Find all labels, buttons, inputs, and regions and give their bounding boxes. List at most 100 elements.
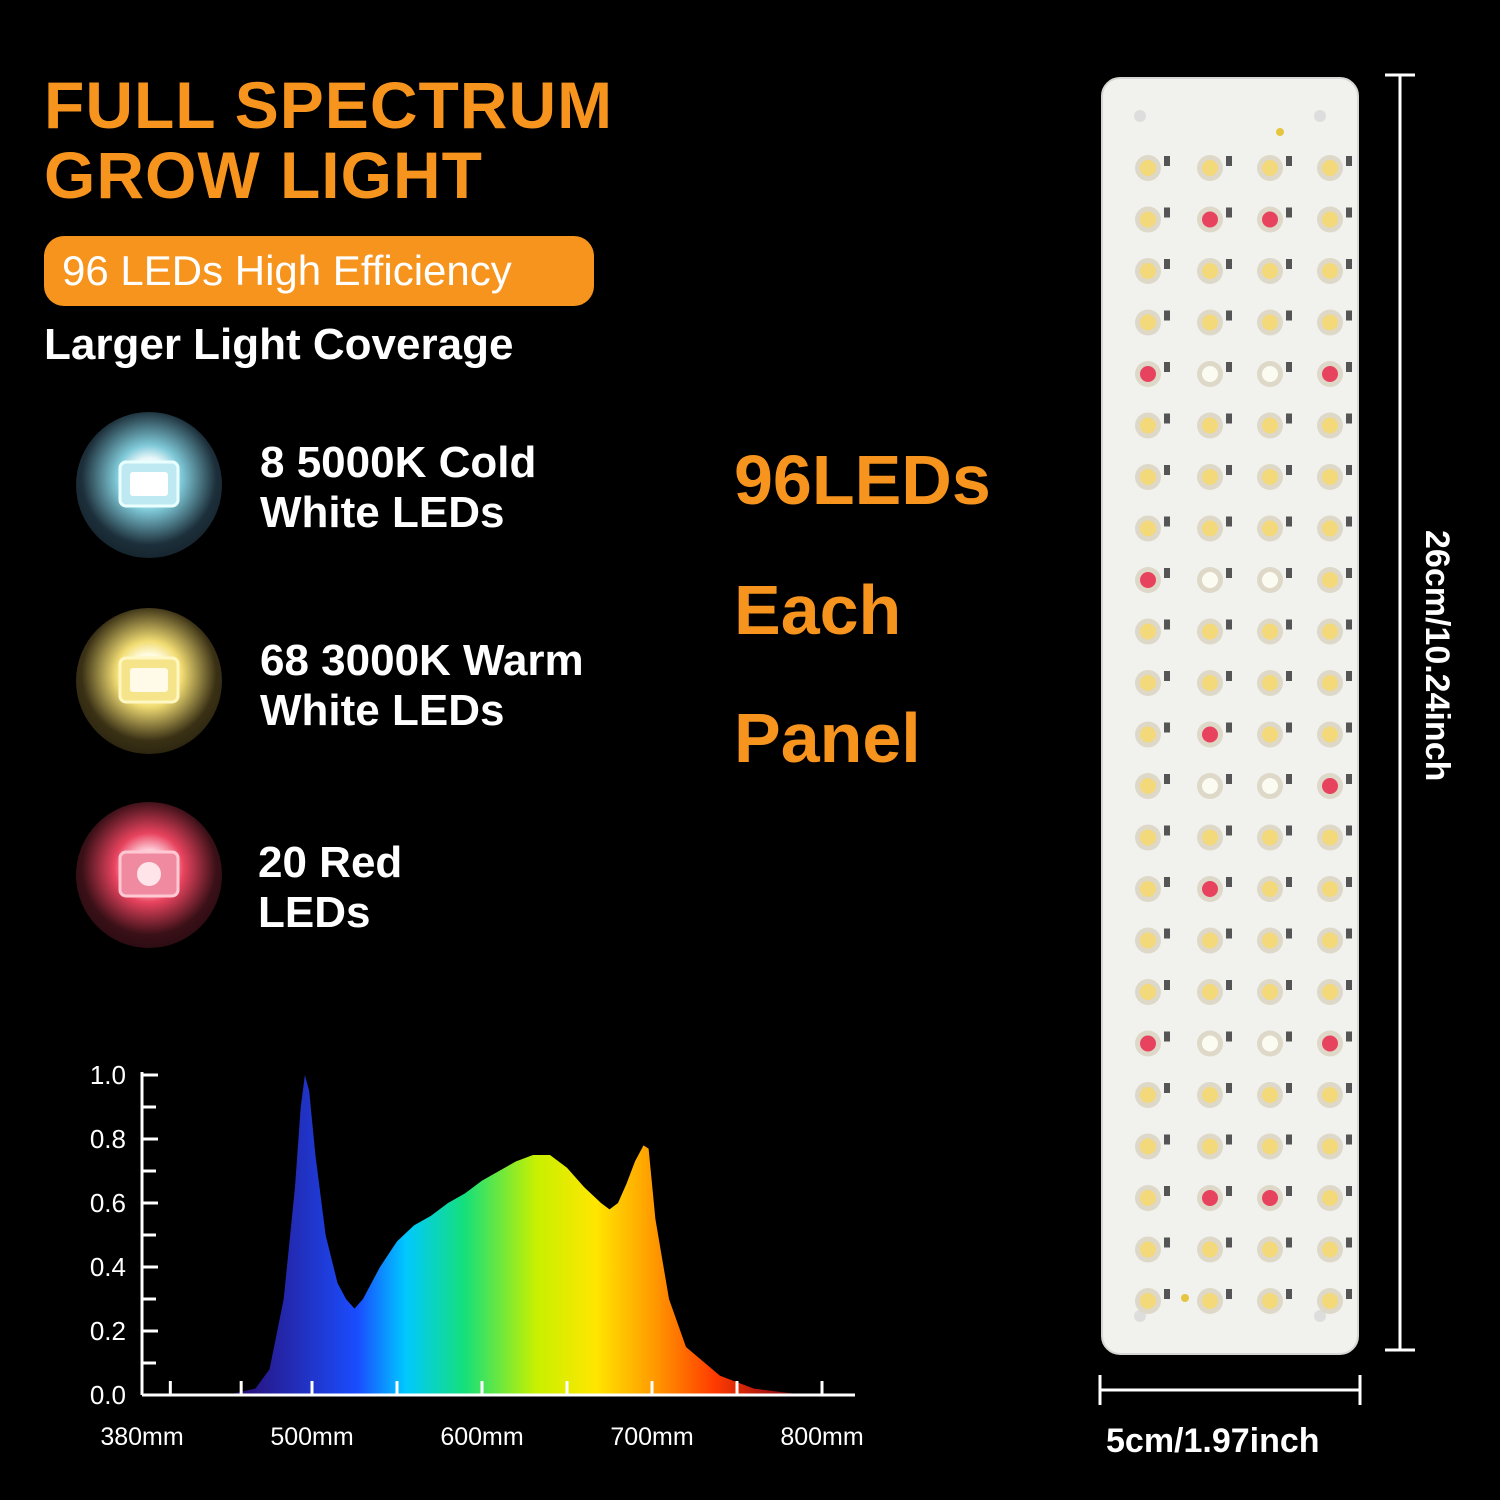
- panel-led: [1197, 515, 1232, 542]
- panel-led: [1317, 1288, 1352, 1314]
- panel-led: [1197, 927, 1232, 954]
- panel-led: [1257, 206, 1292, 233]
- panel-led: [1257, 258, 1292, 284]
- panel-led: [1197, 258, 1232, 284]
- panel-led: [1197, 309, 1232, 336]
- panel-led: [1135, 1236, 1170, 1263]
- panel-led: [1197, 979, 1232, 1005]
- panel-led: [1257, 412, 1292, 439]
- panel-led: [1257, 361, 1292, 387]
- efficiency-badge: 96 LEDs High Efficiency: [44, 236, 594, 306]
- panel-led: [1197, 876, 1232, 902]
- y-tick-label: 0.8: [90, 1124, 126, 1154]
- panel-led: [1135, 515, 1170, 542]
- x-tick-label: 380mm: [100, 1423, 183, 1451]
- panel-led: [1317, 773, 1352, 799]
- panel-led: [1317, 412, 1352, 439]
- panel-led: [1135, 412, 1170, 439]
- panel-led: [1197, 567, 1232, 593]
- x-tick-label: 500mm: [270, 1423, 353, 1451]
- red-chip-icon: [76, 802, 222, 948]
- panel-led: [1317, 824, 1352, 851]
- panel-led: [1257, 1030, 1292, 1057]
- x-tick-label: 800mm: [780, 1423, 863, 1451]
- panel-led: [1135, 1288, 1170, 1314]
- panel-led: [1197, 1133, 1232, 1160]
- panel-led: [1317, 1236, 1352, 1263]
- spectrum-area: [227, 1075, 822, 1395]
- panel-led: [1135, 155, 1170, 181]
- panel-led: [1135, 464, 1170, 490]
- y-tick-label: 0.6: [90, 1188, 126, 1218]
- title-line-2: GROW LIGHT: [44, 138, 483, 212]
- spectrum-chart: 0.0 0.2 0.4 0.6 0.8 1.0 380mm 500mm 600mm 700mm 8…: [90, 1060, 864, 1451]
- panel-led: [1317, 309, 1352, 336]
- y-tick-label: 0.4: [90, 1252, 126, 1282]
- panel-led: [1317, 258, 1352, 284]
- height-dimension-label: 26cm/10.24inch: [1418, 530, 1456, 782]
- panel-led: [1317, 1185, 1352, 1211]
- panel-led: [1135, 309, 1170, 336]
- panel-led: [1135, 824, 1170, 851]
- coverage-subtitle: Larger Light Coverage: [44, 320, 514, 369]
- panel-led: [1317, 876, 1352, 902]
- panel-led: [1135, 1030, 1170, 1057]
- panel-led: [1317, 155, 1352, 181]
- title-line-1: FULL SPECTRUM: [44, 68, 614, 142]
- x-tick-label: 700mm: [610, 1423, 693, 1451]
- panel-led: [1197, 1082, 1232, 1108]
- panel-led: [1135, 618, 1170, 645]
- panel-led: [1197, 464, 1232, 490]
- panel-led: [1135, 927, 1170, 954]
- panel-led: [1135, 361, 1170, 387]
- panel-led: [1135, 206, 1170, 233]
- panel-caption-leds: 96LEDs: [734, 441, 991, 519]
- panel-led: [1257, 979, 1292, 1005]
- main-title: FULL SPECTRUM GROW LIGHT: [44, 70, 613, 210]
- panel-led: [1317, 1133, 1352, 1160]
- panel-led: [1135, 258, 1170, 284]
- panel-led: [1197, 721, 1232, 748]
- panel-led: [1317, 361, 1352, 387]
- panel-led: [1317, 1082, 1352, 1108]
- panel-led: [1197, 206, 1232, 233]
- red-led-label: 20 Red LEDs: [258, 838, 403, 937]
- panel-led: [1257, 618, 1292, 645]
- panel-led: [1257, 309, 1292, 336]
- panel-led: [1197, 1030, 1232, 1057]
- panel-led: [1317, 464, 1352, 490]
- panel-led: [1257, 567, 1292, 593]
- panel-led: [1257, 773, 1292, 799]
- panel-caption-each: Each: [734, 571, 902, 649]
- y-tick-label: 0.0: [90, 1380, 126, 1410]
- panel-led: [1257, 876, 1292, 902]
- panel-led: [1257, 464, 1292, 490]
- panel-caption-panel: Panel: [734, 699, 921, 777]
- panel-led: [1197, 773, 1232, 799]
- panel-led: [1135, 876, 1170, 902]
- panel-led: [1257, 1236, 1292, 1263]
- panel-led: [1257, 927, 1292, 954]
- panel-led: [1257, 515, 1292, 542]
- panel-led: [1135, 979, 1170, 1005]
- panel-led: [1257, 670, 1292, 696]
- panel-led: [1317, 979, 1352, 1005]
- panel-led: [1135, 670, 1170, 696]
- cold-white-led-label: 8 5000K Cold White LEDs: [260, 438, 537, 537]
- warm-white-led-label: 68 3000K Warm White LEDs: [260, 636, 584, 735]
- height-dimension-line: [1385, 73, 1415, 1352]
- panel-led: [1257, 1082, 1292, 1108]
- panel-led: [1197, 618, 1232, 645]
- panel-led: [1197, 412, 1232, 439]
- panel-led: [1135, 567, 1170, 593]
- panel-led: [1257, 824, 1292, 851]
- panel-led: [1257, 1185, 1292, 1211]
- panel-led: [1197, 670, 1232, 696]
- panel-led: [1317, 670, 1352, 696]
- panel-led: [1197, 824, 1232, 851]
- led-panel-board: [1100, 76, 1360, 1356]
- panel-led: [1197, 1236, 1232, 1263]
- panel-led: [1197, 155, 1232, 181]
- panel-led: [1317, 618, 1352, 645]
- panel-led: [1317, 1030, 1352, 1057]
